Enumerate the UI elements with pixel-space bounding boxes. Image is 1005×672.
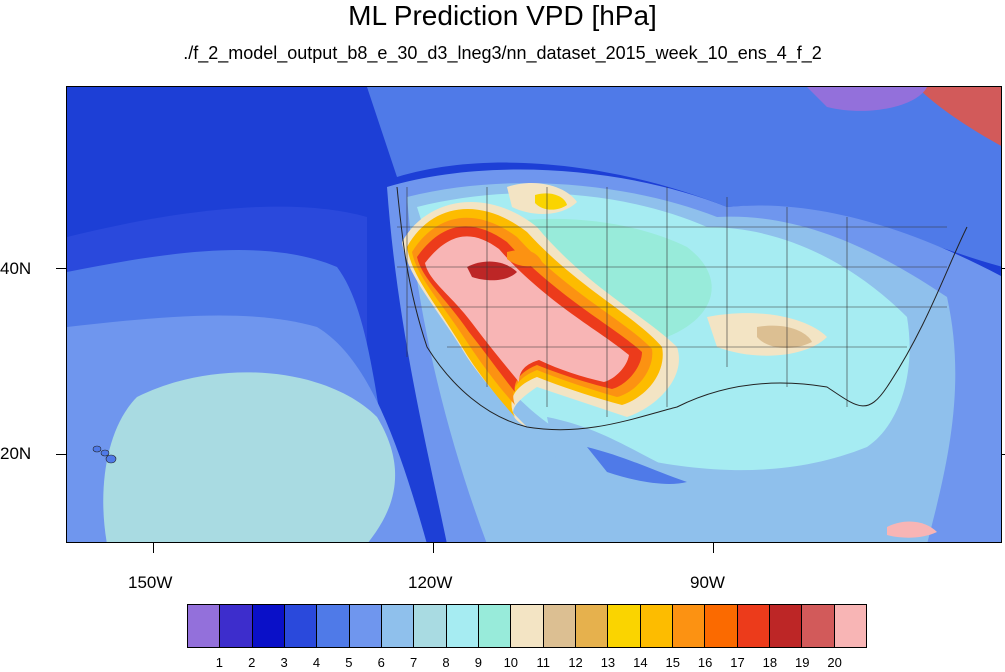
colorbar-cell	[284, 605, 318, 647]
colorbar-label: 14	[633, 655, 648, 670]
lat-tick	[56, 268, 66, 269]
colorbar-label: 2	[248, 655, 256, 670]
hot-region	[467, 261, 517, 281]
colorbar-label: 19	[795, 655, 810, 670]
colorbar-cell	[608, 605, 641, 647]
vpd-map-svg	[67, 87, 1001, 542]
colorbar-cell	[672, 605, 706, 647]
colorbar-label: 6	[377, 655, 385, 670]
colorbar-cell	[511, 605, 544, 647]
colorbar-cell	[252, 605, 285, 647]
lon-label: 90W	[690, 573, 725, 592]
hot-region	[507, 250, 542, 267]
land-band	[587, 447, 687, 484]
colorbar-label: 4	[312, 655, 321, 670]
lat-label: 20N	[0, 444, 32, 463]
colorbar-label: 1	[215, 655, 223, 670]
colorbar-cell	[478, 605, 512, 647]
colorbar-cell	[769, 605, 803, 647]
lat-tick	[1002, 268, 1005, 269]
colorbar-cell	[640, 605, 673, 647]
colorbar-label: 7	[410, 655, 418, 670]
colorbar-cell	[188, 605, 221, 647]
colorbar-label: 13	[600, 655, 616, 670]
coastline	[396, 186, 968, 431]
land-band	[917, 87, 1001, 146]
colorbar-label: 3	[280, 655, 288, 670]
hot-region	[535, 193, 567, 210]
lon-tick	[153, 543, 154, 553]
colorbar-label: 9	[474, 655, 483, 670]
colorbar-cell	[381, 605, 415, 647]
colorbar-cell	[317, 605, 350, 647]
colorbar-cell	[446, 605, 479, 647]
colorbar-label: 11	[536, 655, 550, 670]
land-band	[367, 87, 1001, 267]
map-title: ML Prediction VPD [hPa]	[348, 0, 657, 31]
land-band	[757, 325, 812, 349]
vpd-map	[66, 86, 1002, 543]
colorbar-label: 18	[762, 655, 778, 670]
colorbar-cell	[543, 605, 576, 647]
colorbar	[187, 604, 867, 648]
colorbar-cell	[705, 605, 738, 647]
lon-label: 150W	[128, 573, 173, 592]
colorbar-cell	[834, 605, 866, 647]
colorbar-label: 10	[503, 655, 519, 670]
colorbar-cell	[575, 605, 609, 647]
colorbar-cell	[737, 605, 770, 647]
colorbar-cell	[220, 605, 253, 647]
island-region	[887, 521, 937, 538]
state-boundaries	[397, 187, 947, 417]
ocean-band	[103, 372, 396, 542]
colorbar-label: 8	[442, 655, 450, 670]
lon-label: 120W	[408, 573, 453, 592]
lat-label: 40N	[0, 259, 32, 278]
colorbar-cell	[802, 605, 835, 647]
colorbar-label: 15	[665, 655, 680, 670]
colorbar-label: 5	[345, 655, 353, 670]
colorbar-label: 17	[730, 655, 745, 670]
colorbar-label: 16	[697, 655, 713, 670]
colorbar-cell	[349, 605, 382, 647]
lat-tick	[56, 454, 66, 455]
lon-tick	[433, 543, 434, 553]
colorbar-label: 20	[827, 655, 842, 670]
colorbar-label: 12	[568, 655, 583, 670]
lat-tick	[1002, 454, 1005, 455]
hawaii-islands	[92, 445, 117, 464]
map-subtitle: ./f_2_model_output_b8_e_30_d3_lneg3/nn_d…	[183, 43, 822, 63]
lon-tick	[713, 543, 714, 553]
land-band	[807, 87, 927, 111]
colorbar-cell	[414, 605, 447, 647]
